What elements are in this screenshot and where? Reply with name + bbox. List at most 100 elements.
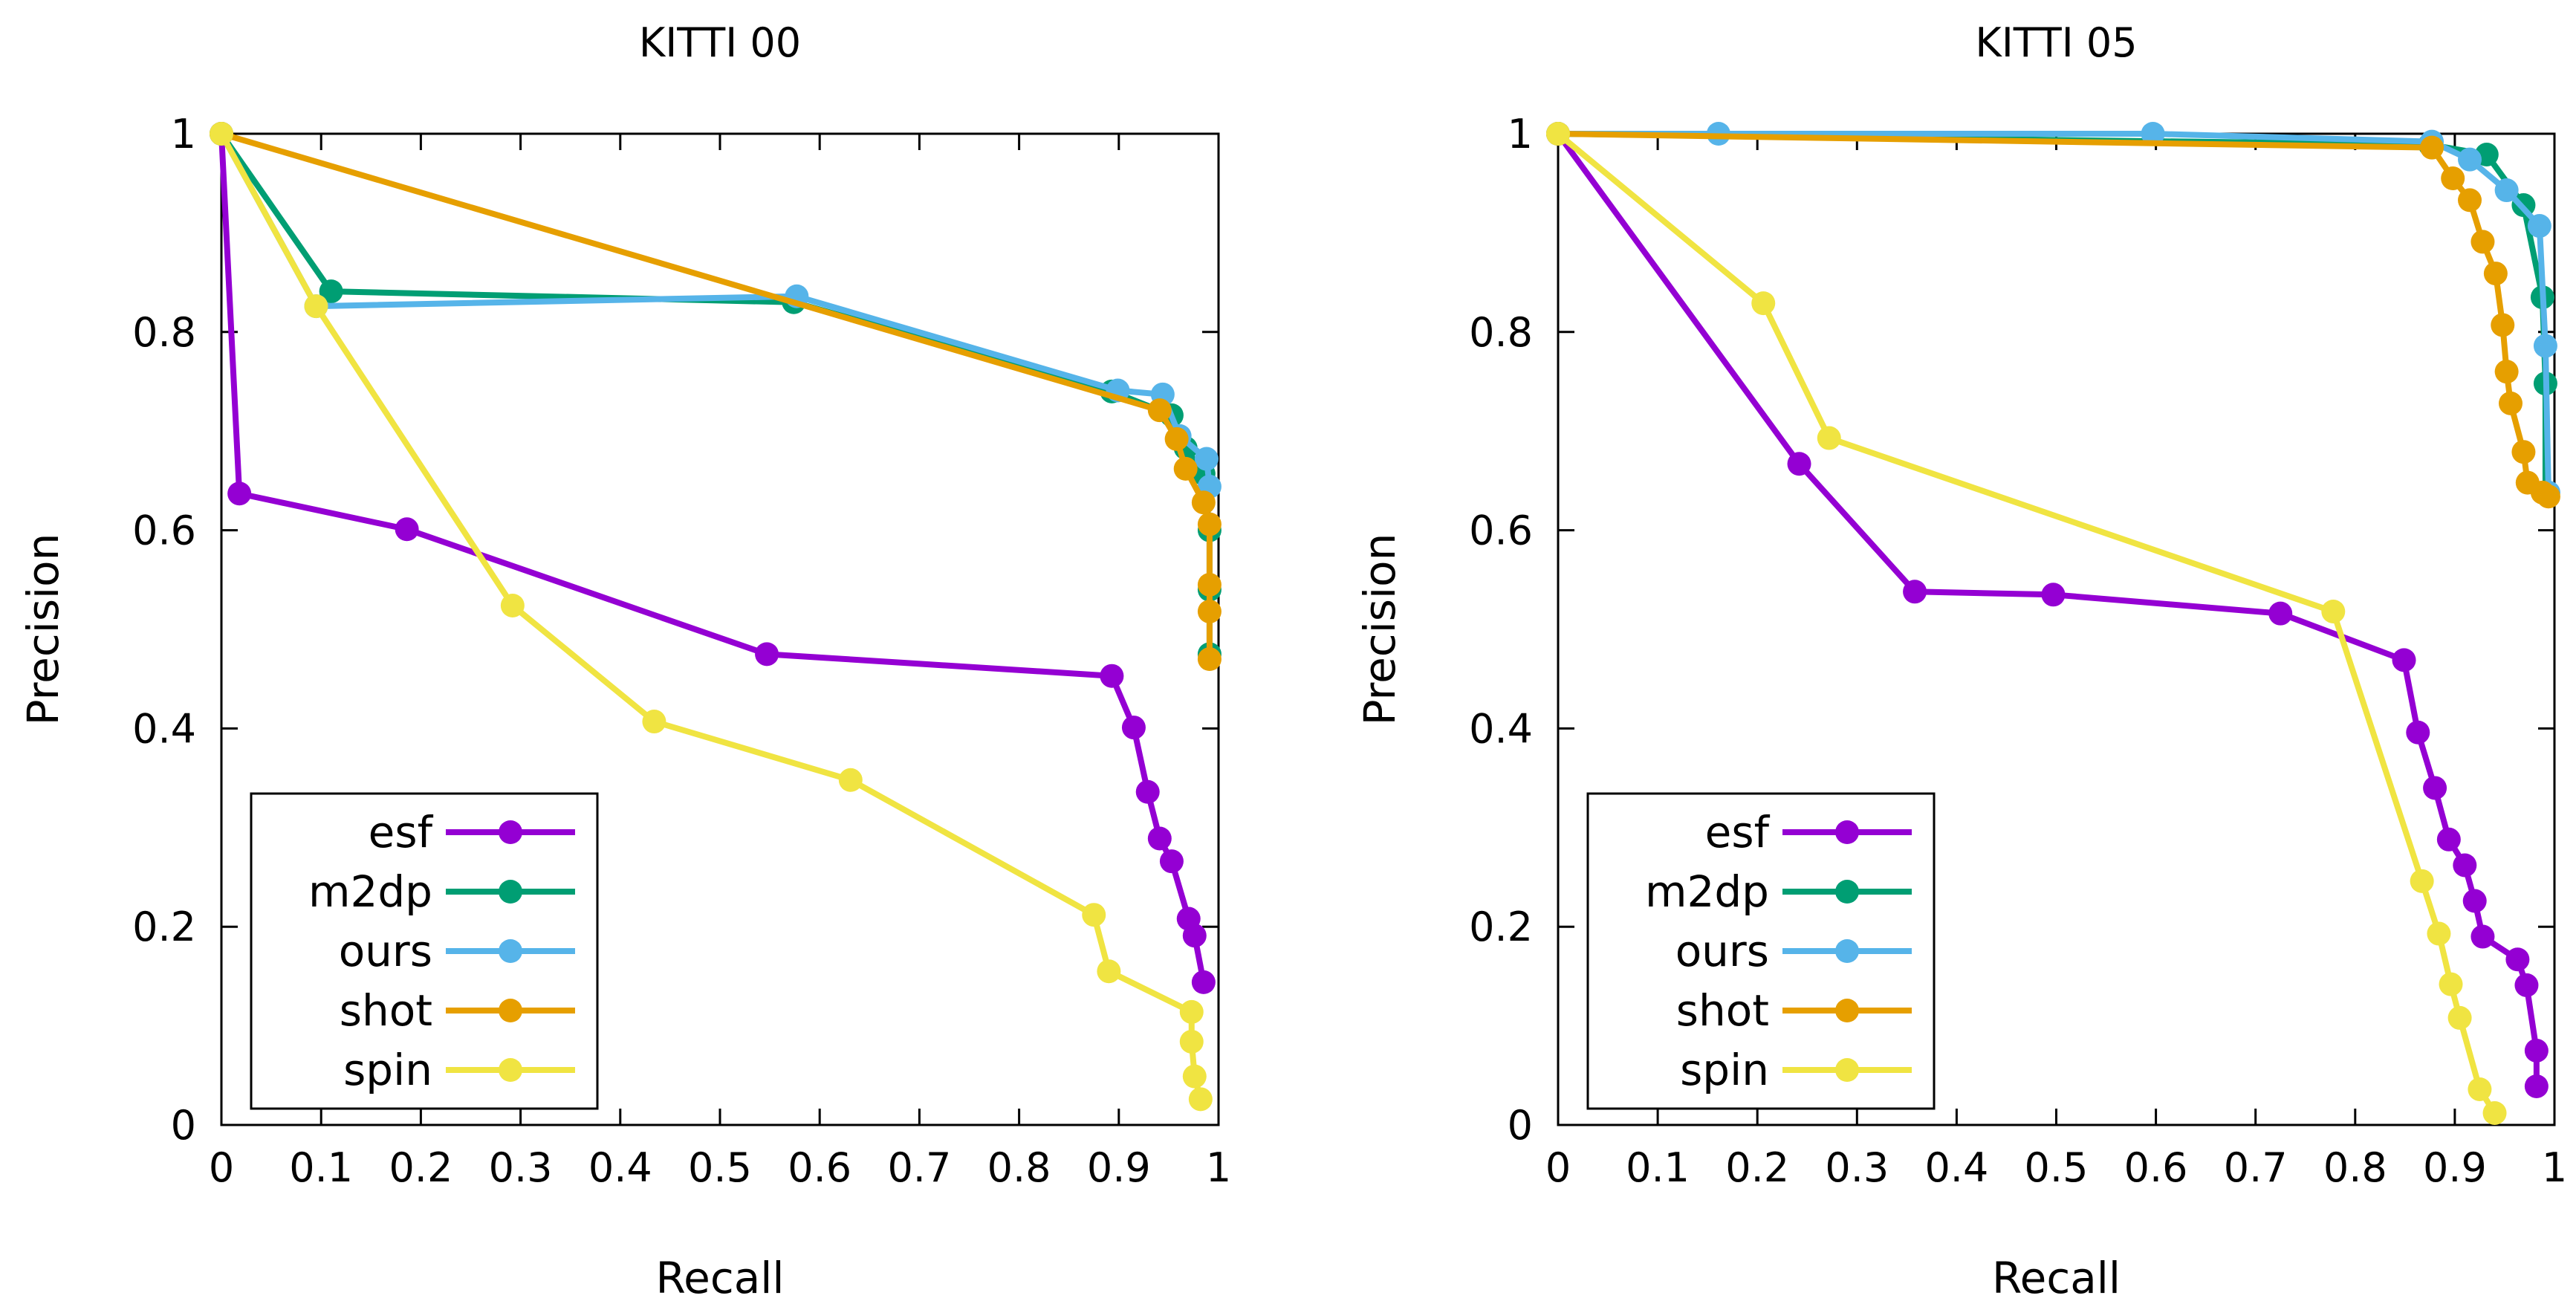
legend-marker-esf xyxy=(499,820,522,844)
series-ours xyxy=(1546,122,2560,505)
data-point-spin xyxy=(838,768,863,792)
chart-title: KITTI 05 xyxy=(1975,19,2137,66)
data-point-esf xyxy=(1100,664,1124,688)
data-point-spin xyxy=(2410,869,2434,893)
x-tick-label: 0.5 xyxy=(2025,1144,2089,1191)
data-point-ours xyxy=(1194,447,1219,471)
legend: esf m2dp ours shot spin xyxy=(1586,792,1936,1110)
x-tick-label: 0.2 xyxy=(389,1144,452,1191)
legend-label-spin: spin xyxy=(343,1045,432,1095)
data-point-shot xyxy=(1147,398,1172,423)
data-point-spin xyxy=(2468,1077,2492,1101)
chart-panel-kitti-00: KITTI 00 0 0.1 0.2 0.3 0.4 0.5 0.6 0.7 0.8 0.9 1 0 0.… xyxy=(18,19,1231,1303)
data-point-esf xyxy=(227,481,252,506)
data-point-ours xyxy=(2458,147,2482,172)
data-point-spin xyxy=(2439,972,2463,996)
series-ours xyxy=(210,122,1222,499)
data-point-spin xyxy=(1179,1029,1204,1054)
series-line-shot xyxy=(218,131,1213,663)
x-tick-label: 0.4 xyxy=(1924,1144,1988,1191)
series-m2dp xyxy=(1546,122,2557,505)
data-point-shot xyxy=(1197,647,1222,672)
data-point-shot xyxy=(1173,456,1198,481)
series-line-esf xyxy=(1555,131,2540,1089)
data-point-shot xyxy=(1197,572,1222,597)
x-tick-label: 0.7 xyxy=(2224,1144,2288,1191)
data-point-spin xyxy=(1182,1064,1207,1089)
series-shot xyxy=(1546,122,2560,509)
data-point-spin xyxy=(1179,999,1204,1024)
data-point-spin xyxy=(1097,959,1121,984)
x-tick-label: 0.1 xyxy=(289,1144,353,1191)
data-point-shot xyxy=(2441,166,2465,191)
series-line-ours xyxy=(1555,131,2551,496)
x-tick-label: 0.3 xyxy=(1825,1144,1889,1191)
y-axis-label: Precision xyxy=(18,533,68,726)
data-point-esf xyxy=(1121,716,1146,740)
data-point-shot xyxy=(2483,262,2508,286)
data-point-esf xyxy=(2392,648,2416,672)
y-tick-label: 0.2 xyxy=(1469,904,1533,950)
data-point-shot xyxy=(1197,512,1222,536)
y-tick-label: 1 xyxy=(1508,111,1533,158)
data-point-spin xyxy=(642,710,666,734)
legend-label-shot: shot xyxy=(1676,985,1769,1036)
x-tick-label: 0.9 xyxy=(1087,1144,1151,1191)
data-point-esf xyxy=(1159,849,1184,874)
series-spin xyxy=(210,122,1213,1112)
data-point-spin xyxy=(1751,291,1776,316)
data-point-esf xyxy=(395,517,419,542)
x-axis-label: Recall xyxy=(655,1253,784,1303)
data-point-esf xyxy=(2041,583,2066,607)
data-point-esf xyxy=(2524,1038,2549,1063)
legend-marker-spin xyxy=(499,1058,522,1082)
data-point-spin xyxy=(1082,903,1106,927)
data-point-spin xyxy=(1817,426,1841,450)
data-point-esf xyxy=(2406,720,2430,745)
data-point-ours xyxy=(2527,214,2551,239)
data-point-esf xyxy=(2514,973,2539,997)
data-point-spin xyxy=(1546,122,1570,146)
x-tick-label: 1 xyxy=(1206,1144,1231,1191)
data-point-spin xyxy=(304,294,328,319)
legend-label-esf: esf xyxy=(369,807,434,857)
y-tick-label: 0.2 xyxy=(132,904,196,950)
data-point-ours xyxy=(2141,122,2165,146)
data-point-shot xyxy=(2470,230,2495,254)
data-point-shot xyxy=(1191,490,1216,515)
legend: esf m2dp ours shot spin xyxy=(250,792,599,1110)
x-tick-label: 0.8 xyxy=(987,1144,1051,1191)
data-point-spin xyxy=(1188,1087,1213,1112)
x-tick-label: 1 xyxy=(2542,1144,2567,1191)
y-tick-label: 0.4 xyxy=(1469,705,1533,752)
legend-marker-ours xyxy=(1835,939,1859,963)
data-point-shot xyxy=(2511,440,2536,464)
data-point-shot xyxy=(2536,484,2560,509)
series-line-shot xyxy=(1555,131,2551,500)
data-point-shot xyxy=(2498,391,2523,415)
y-tick-label: 0.6 xyxy=(1469,507,1533,554)
legend-label-esf: esf xyxy=(1705,807,1771,857)
data-point-shot xyxy=(1164,427,1189,451)
y-tick-label: 0.4 xyxy=(132,705,196,752)
series-spin xyxy=(1546,122,2507,1125)
series-esf xyxy=(1546,122,2549,1098)
legend-label-shot: shot xyxy=(340,985,432,1036)
data-point-spin xyxy=(2321,599,2346,623)
legend-marker-ours xyxy=(499,939,522,963)
data-point-esf xyxy=(2505,947,2530,972)
legend-label-spin: spin xyxy=(1680,1045,1769,1095)
data-point-esf xyxy=(1903,580,1927,604)
legend-label-m2dp: m2dp xyxy=(1645,866,1769,917)
legend-marker-m2dp xyxy=(499,880,522,904)
y-axis-label: Precision xyxy=(1354,533,1405,726)
series-line-m2dp xyxy=(1555,131,2549,496)
data-point-esf xyxy=(2470,924,2495,949)
data-point-shot xyxy=(2491,313,2515,337)
series-line-m2dp xyxy=(218,131,1213,658)
x-tick-label: 0.4 xyxy=(588,1144,652,1191)
data-point-esf xyxy=(2268,601,2293,626)
legend-marker-esf xyxy=(1835,820,1859,844)
x-tick-label: 0 xyxy=(209,1144,234,1191)
data-point-ours xyxy=(2533,334,2557,358)
